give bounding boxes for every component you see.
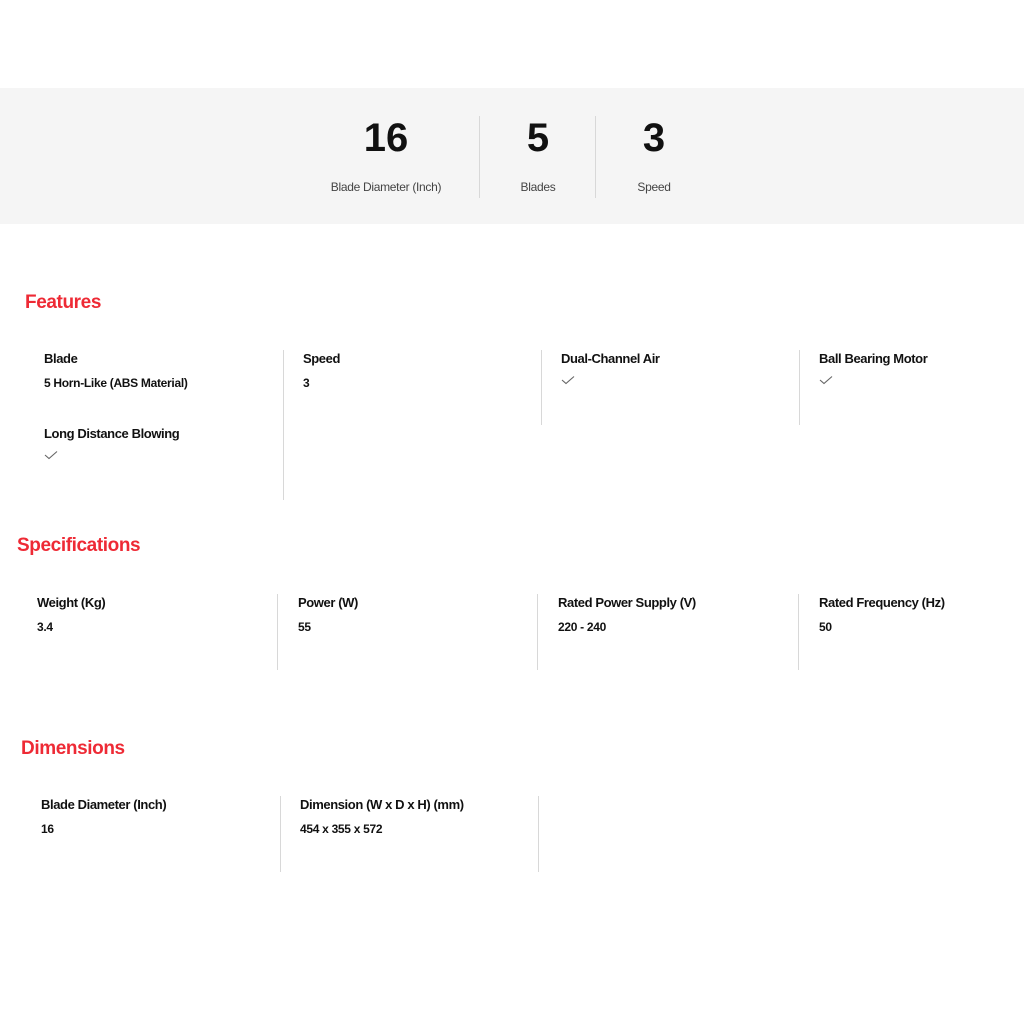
divider (283, 350, 284, 500)
feature-dual-channel-air: Dual-Channel Air (561, 351, 781, 385)
summary-value: 16 (363, 116, 409, 160)
checkmark-icon (819, 376, 833, 385)
dimension-wdh: Dimension (W x D x H) (mm) 454 x 355 x 5… (300, 797, 520, 837)
spec-power: Power (W) 55 (298, 595, 518, 635)
spec-rated-power-supply: Rated Power Supply (V) 220 - 240 (558, 595, 778, 635)
summary-label: Speed (637, 180, 671, 194)
spec-value: 55 (298, 620, 311, 634)
divider (538, 796, 539, 872)
dimension-title: Dimension (W x D x H) (mm) (300, 797, 464, 812)
spec-weight: Weight (Kg) 3.4 (37, 595, 257, 635)
dimensions-heading: Dimensions (21, 738, 125, 759)
spec-value: 220 - 240 (558, 620, 607, 634)
divider (541, 350, 542, 425)
feature-blade: Blade 5 Horn-Like (ABS Material) (44, 351, 264, 391)
spec-rated-frequency: Rated Frequency (Hz) 50 (819, 595, 1024, 635)
feature-long-distance-blowing: Long Distance Blowing (44, 426, 264, 460)
feature-ball-bearing-motor: Ball Bearing Motor (819, 351, 1024, 385)
spec-title: Rated Frequency (Hz) (819, 595, 945, 610)
summary-value: 5 (526, 116, 550, 160)
checkmark-icon (44, 451, 58, 460)
feature-title: Speed (303, 351, 341, 366)
spec-title: Weight (Kg) (37, 595, 106, 610)
divider (799, 350, 800, 425)
spec-title: Rated Power Supply (V) (558, 595, 696, 610)
feature-speed: Speed 3 (303, 351, 523, 391)
feature-title: Long Distance Blowing (44, 426, 180, 441)
divider (280, 796, 281, 872)
specifications-heading: Specifications (17, 535, 141, 556)
divider (798, 594, 799, 670)
dimension-value: 454 x 355 x 572 (300, 822, 383, 836)
divider (595, 116, 596, 198)
feature-title: Blade (44, 351, 78, 366)
summary-speed: 3 Speed (604, 88, 704, 224)
feature-title: Ball Bearing Motor (819, 351, 928, 366)
divider (277, 594, 278, 670)
summary-label: Blades (520, 180, 556, 194)
summary-band: 16 Blade Diameter (Inch) 5 Blades 3 Spee… (0, 88, 1024, 224)
feature-title: Dual-Channel Air (561, 351, 660, 366)
summary-blades: 5 Blades (488, 88, 588, 224)
features-heading: Features (25, 292, 102, 313)
spec-value: 3.4 (37, 620, 53, 634)
divider (479, 116, 480, 198)
dimension-blade-diameter: Blade Diameter (Inch) 16 (41, 797, 261, 837)
feature-value: 5 Horn-Like (ABS Material) (44, 376, 188, 390)
checkmark-icon (561, 376, 575, 385)
spec-title: Power (W) (298, 595, 358, 610)
summary-label: Blade Diameter (Inch) (330, 180, 442, 194)
divider (537, 594, 538, 670)
spec-value: 50 (819, 620, 832, 634)
feature-value: 3 (303, 376, 310, 390)
summary-blade-diameter: 16 Blade Diameter (Inch) (306, 88, 466, 224)
dimension-value: 16 (41, 822, 54, 836)
dimension-title: Blade Diameter (Inch) (41, 797, 167, 812)
summary-value: 3 (642, 116, 666, 160)
